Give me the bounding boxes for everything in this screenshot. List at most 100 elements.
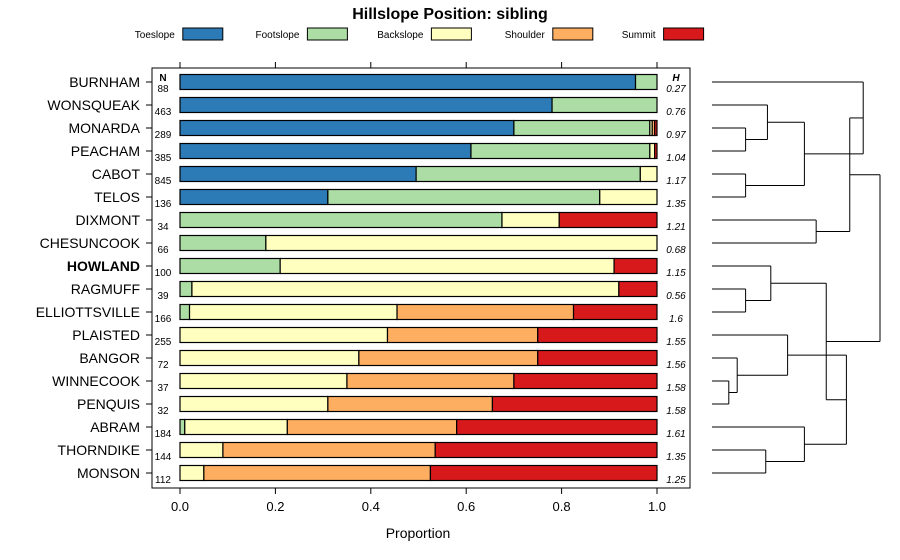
bar-segment-shoulder — [222, 441, 436, 459]
bar-segment-backslope — [184, 418, 288, 436]
h-value: 1.55 — [666, 337, 686, 348]
x-axis-title: Proportion — [386, 525, 451, 541]
bar-segment-toeslope — [179, 165, 417, 183]
bar-segment-backslope — [649, 142, 656, 160]
bar-segment-backslope — [599, 188, 658, 206]
bar-segment-backslope — [191, 280, 620, 298]
category-label: WINNECOOK — [52, 373, 141, 389]
n-value: 166 — [155, 314, 172, 325]
n-value: 184 — [155, 429, 172, 440]
bar-segment-summit — [537, 326, 658, 344]
n-value: 845 — [155, 176, 172, 187]
bar-segment-summit — [491, 395, 658, 413]
h-value: 1.04 — [666, 153, 686, 164]
x-tick-label: 0.6 — [457, 499, 475, 514]
h-value: 1.21 — [666, 222, 685, 233]
category-label: RAGMUFF — [71, 281, 140, 297]
legend-label-footslope: Footslope — [255, 30, 299, 41]
bar-segment-shoulder — [346, 372, 515, 390]
bar-segment-footslope — [415, 165, 641, 183]
n-value: 66 — [157, 245, 169, 256]
legend-swatch-footslope — [306, 27, 348, 41]
x-tick-label: 1.0 — [648, 499, 666, 514]
chart-title: Hillslope Position: sibling — [352, 6, 548, 23]
bar-segment-shoulder — [327, 395, 494, 413]
bar-segment-toeslope — [179, 73, 637, 91]
bar-segment-backslope — [265, 234, 658, 252]
bar-segment-footslope — [634, 73, 658, 91]
dendrogram — [712, 81, 881, 474]
bar-segment-backslope — [639, 165, 658, 183]
category-label: WONSQUEAK — [47, 97, 140, 113]
h-value: 1.17 — [666, 176, 686, 187]
bar-segment-backslope — [179, 395, 329, 413]
category-label: THORNDIKE — [58, 442, 140, 458]
bar-segment-backslope — [179, 464, 205, 482]
category-label: HOWLAND — [67, 258, 140, 274]
bar-segment-summit — [654, 119, 658, 137]
h-value: 0.56 — [666, 291, 686, 302]
bar-segment-shoulder — [358, 349, 539, 367]
bar-segment-footslope — [470, 142, 651, 160]
n-value: 136 — [155, 199, 172, 210]
legend-swatch-toeslope — [182, 27, 224, 41]
bar-segment-summit — [456, 418, 658, 436]
legend-swatch-backslope — [430, 27, 472, 41]
legend-swatch-shoulder — [552, 27, 594, 41]
h-value: 1.58 — [666, 406, 686, 417]
n-value: 72 — [157, 360, 169, 371]
h-value: 1.25 — [666, 475, 686, 486]
category-label: PENQUIS — [77, 396, 140, 412]
n-value: 34 — [157, 222, 169, 233]
bar-segment-backslope — [179, 349, 360, 367]
h-value: 1.35 — [666, 452, 686, 463]
n-value: 463 — [155, 107, 172, 118]
bar-segment-toeslope — [179, 96, 553, 114]
category-label: ELLIOTTSVILLE — [36, 304, 140, 320]
legend-swatch-summit — [663, 27, 705, 41]
h-value: 0.27 — [666, 84, 686, 95]
bar-segment-summit — [558, 211, 658, 229]
legend-label-backslope: Backslope — [377, 30, 424, 41]
category-label: MONSON — [77, 465, 140, 481]
n-value: 112 — [155, 475, 171, 486]
legend: Toeslope Footslope Backslope Shoulder Summit — [135, 27, 705, 41]
h-value: 0.76 — [666, 107, 686, 118]
bar-segment-shoulder — [386, 326, 539, 344]
bar-segment-summit — [537, 349, 658, 367]
h-value: 1.56 — [666, 360, 686, 371]
bar-segment-summit — [429, 464, 658, 482]
category-label: TELOS — [94, 189, 140, 205]
x-tick-label: 0.2 — [266, 499, 284, 514]
category-label: ABRAM — [90, 419, 140, 435]
bar-segment-shoulder — [286, 418, 458, 436]
bar-segment-summit — [654, 142, 658, 160]
bar-segment-backslope — [279, 257, 615, 275]
bar-segment-summit — [618, 280, 658, 298]
category-label: CHESUNCOOK — [40, 235, 141, 251]
legend-label-summit: Summit — [622, 30, 656, 41]
bar-segment-footslope — [513, 119, 651, 137]
h-value: 1.61 — [666, 429, 685, 440]
bar-segment-toeslope — [179, 119, 515, 137]
category-label: BANGOR — [79, 350, 140, 366]
category-label: DIXMONT — [75, 212, 140, 228]
h-value: 1.58 — [666, 383, 686, 394]
n-value: 144 — [155, 452, 172, 463]
bar-segment-footslope — [179, 303, 191, 321]
x-tick-label: 0.4 — [362, 499, 380, 514]
bar-segment-footslope — [551, 96, 658, 114]
n-value: 39 — [157, 291, 169, 302]
n-value: 32 — [157, 406, 169, 417]
x-tick-label: 0.8 — [553, 499, 571, 514]
bar-segment-footslope — [179, 234, 267, 252]
bar-segment-summit — [572, 303, 658, 321]
bar-segment-footslope — [179, 280, 193, 298]
category-label: BURNHAM — [69, 74, 140, 90]
bar-segment-backslope — [501, 211, 560, 229]
n-value: 100 — [155, 268, 172, 279]
bar-segment-backslope — [179, 326, 389, 344]
n-value: 37 — [157, 383, 169, 394]
bar-segment-summit — [613, 257, 658, 275]
